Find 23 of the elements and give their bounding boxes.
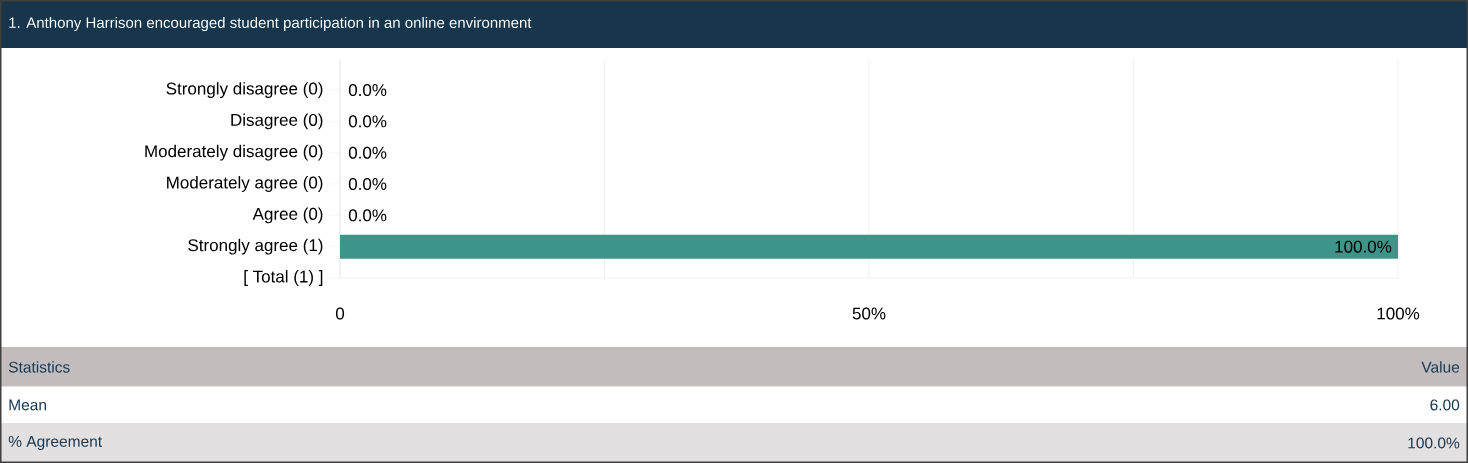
data-label: 0.0% bbox=[348, 84, 387, 97]
y-tick-label: [ Total (1) ] bbox=[244, 270, 323, 286]
text: % Agreement bbox=[8, 436, 102, 450]
text: 100.0% bbox=[1408, 437, 1460, 449]
data-label: 0.0% bbox=[348, 146, 387, 159]
x-tick-label: 100% bbox=[1377, 307, 1420, 320]
text: Value bbox=[1421, 361, 1460, 373]
y-tick-label: Strongly disagree (0) bbox=[166, 82, 323, 98]
y-tick-label: Disagree (0) bbox=[231, 113, 323, 130]
y-tick-label: Agree (0) bbox=[252, 207, 323, 224]
text: Statistics bbox=[8, 361, 70, 373]
data-label: 0.0% bbox=[348, 209, 387, 222]
text: Mean bbox=[9, 399, 46, 411]
data-label: 0.0% bbox=[348, 178, 387, 191]
data-label: 0.0% bbox=[348, 115, 387, 128]
data-label: 100.0% bbox=[1335, 240, 1392, 253]
text: 6.00 bbox=[1430, 399, 1460, 411]
y-tick-label: Strongly agree (1) bbox=[188, 238, 323, 255]
chart-title: 1. Anthony Harrison encouraged student participation in an online environment bbox=[9, 16, 532, 31]
y-tick-label: Moderately agree (0) bbox=[167, 176, 323, 192]
x-tick-label: 0 bbox=[335, 307, 345, 320]
y-tick-label: Moderately disagree (0) bbox=[145, 144, 323, 161]
x-tick-label: 50% bbox=[852, 307, 886, 320]
